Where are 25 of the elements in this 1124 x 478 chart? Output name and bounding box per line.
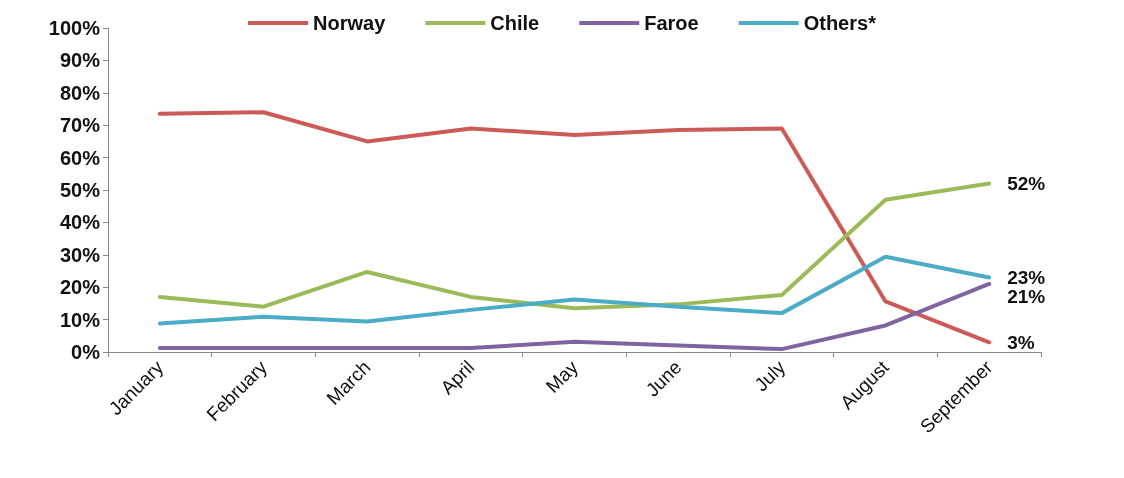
y-tick-label: 10%	[59, 308, 101, 331]
data-label: 21%	[1007, 286, 1046, 308]
y-tick-label: 50%	[59, 179, 101, 201]
x-tick-label: July	[750, 356, 790, 396]
legend-label: Norway	[313, 12, 387, 34]
y-tick-label: 0%	[71, 341, 101, 363]
line-series	[157, 281, 992, 352]
legend-label: Faroe	[644, 12, 699, 34]
y-tick-label: 60%	[59, 146, 101, 169]
y-tick-label: 100%	[48, 17, 101, 39]
legend-label: Others*	[803, 12, 877, 34]
line-series	[157, 181, 992, 311]
legend-label: Chile	[490, 12, 540, 34]
y-tick-label: 90%	[59, 49, 101, 72]
y-tick-label: 40%	[59, 211, 101, 234]
x-tick-label: May	[541, 356, 583, 397]
y-tick-label: 70%	[59, 114, 101, 137]
y-tick-label: 80%	[59, 81, 101, 104]
data-label: 23%	[1007, 266, 1046, 288]
data-label: 52%	[1007, 173, 1046, 195]
y-tick-label: 30%	[59, 243, 101, 266]
data-label: 3%	[1007, 331, 1035, 353]
line-series	[157, 254, 992, 326]
y-tick-label: 20%	[59, 276, 101, 299]
line-series	[157, 110, 992, 345]
